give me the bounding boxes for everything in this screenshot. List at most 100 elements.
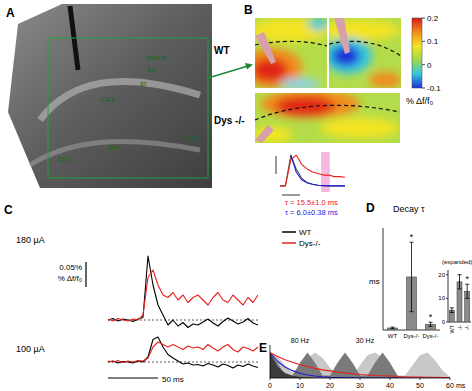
x-tick-label: 0 [268,382,272,389]
y-axis [270,345,271,378]
trace [108,256,258,328]
x-tick [450,378,451,380]
panel-letter: D [366,201,375,215]
region-label: oriens [145,53,167,62]
category-label: Dys-/- [423,333,439,339]
scale-bar-x [108,377,158,378]
tau-label: τ = 15.5±1.0 ms [285,198,338,207]
panel-letter: C [4,203,13,217]
electrode [255,32,276,64]
y-tick-label: 20 [438,272,445,278]
significance: * [429,312,433,322]
x-label: ms [456,382,466,389]
error-bar [391,327,395,329]
layer-outline [329,41,401,56]
region-label: sr [140,79,147,88]
plot [280,152,345,192]
roi-box [48,38,208,178]
x-tick [390,378,391,380]
chart-title: Decay τ [393,204,425,214]
heat-blob [320,118,400,138]
region-label: Sub [183,133,198,142]
chart-title: (expanded) [442,259,472,265]
heat-blob [308,18,327,30]
stim-label: 180 µA [16,235,45,245]
region-label: DG [58,155,70,164]
legend-label: Dys-/- [299,239,321,248]
panel-letter: E [259,341,267,355]
legend-swatch [282,231,296,233]
colorbar-tick [422,18,425,19]
legend-label: WT [299,228,312,237]
x-tick [300,378,301,380]
x-tick-label: 40 [386,382,394,389]
y-tick-label: 0 [442,319,446,325]
heatmap [255,18,327,88]
trace [270,353,450,378]
stim-label: 100 µA [16,344,45,354]
plot [108,337,258,368]
plot [270,353,450,378]
heatmap [329,18,401,88]
colorbar-tick [422,64,425,65]
colorbar-tick-label: 0.1 [427,37,439,46]
heatmap [255,93,400,143]
x-tick [360,378,361,380]
category-label: WT [388,333,398,339]
colorbar-tick-label: 0 [427,61,432,70]
error-bar [458,275,462,289]
slice-image [8,4,212,188]
y-axis [383,228,384,330]
heat-blob [329,38,372,74]
electrode [255,125,274,143]
inset-scale [282,195,300,196]
x-tick-label: 60 [446,382,454,389]
region-label: so [147,65,156,74]
scale-bar-y [85,262,86,287]
significance: * [410,232,414,242]
category-label: -/- [464,325,470,330]
colorbar-tick-label: -0.1 [427,84,441,93]
figure: ABCDEorienssosrCA1SubslmDGWTDys -/-0.20.… [0,0,472,391]
plot [449,275,469,322]
error-bar [465,284,469,298]
arrow [208,66,248,78]
heat-blob [369,72,401,88]
heat-blob [280,78,320,88]
region-label: slm [108,143,121,152]
x-tick-label: 20 [326,382,334,389]
y-label: ms [369,277,380,286]
x-tick [330,378,331,380]
scale-label: 0.05% [59,263,82,272]
legend-swatch [282,242,296,244]
plot [108,256,258,328]
y-tick [446,298,448,299]
error-bar [429,322,433,326]
series-label: 80 Hz [291,337,310,344]
scale-unit: % Δf/f₀ [58,274,82,283]
y-axis [448,270,449,322]
area [270,353,450,378]
category-label: WT [449,324,455,333]
y-tick [446,322,448,323]
scale-label: 50 ms [162,375,184,384]
colorbar-title: % Δf/f₀ [406,96,434,106]
area [270,353,450,378]
trace [108,337,258,368]
colorbar [412,18,422,88]
y-tick-label: 10 [438,295,445,301]
heatmap-blobs [255,18,327,88]
panel-letter: B [244,3,253,17]
electrode [334,18,350,54]
area [270,353,450,378]
dentate-layer [30,142,200,165]
x-tick [270,378,271,380]
pyramidal-layer [40,81,200,120]
panel-letter: A [6,6,15,20]
x-tick [420,378,421,380]
category-label: -/- [457,325,463,330]
x-tick-label: 30 [356,382,364,389]
bar [388,328,398,330]
series-label: 30 Hz [356,337,375,344]
row-label: WT [214,45,230,56]
